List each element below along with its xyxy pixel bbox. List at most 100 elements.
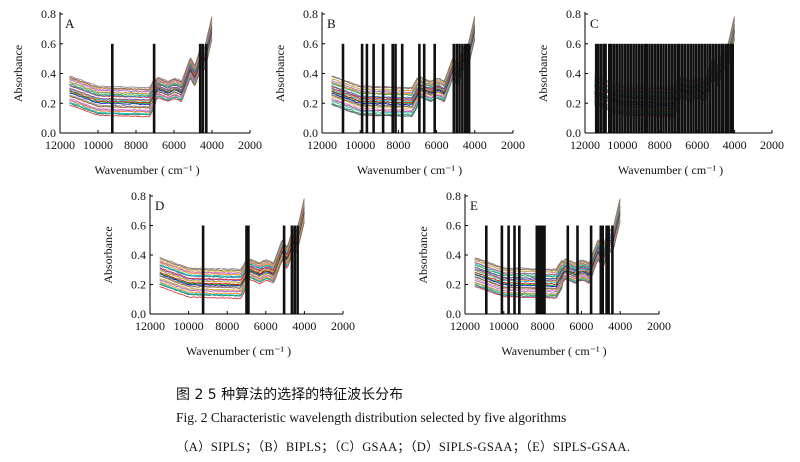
y-axis-title: Absorbance <box>416 226 430 283</box>
selected-wavelength-bar <box>709 43 712 133</box>
selected-wavelength-bar <box>629 43 633 133</box>
spectrum-line <box>69 31 213 108</box>
x-tick-label: 8000 <box>215 319 239 333</box>
selected-wavelength-bar <box>706 43 709 133</box>
spectrum-line <box>69 39 213 118</box>
selected-wavelength-bar <box>609 43 613 133</box>
y-tick-label: 0.6 <box>41 37 56 51</box>
selected-wavelength-bar <box>659 43 662 133</box>
x-tick-label: 2000 <box>760 138 784 152</box>
selected-wavelength-bar <box>680 43 684 133</box>
selected-wavelength-bar <box>465 43 469 133</box>
chart-panel-d: 0.0 0.2 0.4 0.6 0.8 12000 10000 8000 6000 4000 200… <box>101 189 355 358</box>
selected-wavelength-bar <box>433 43 436 133</box>
selected-wavelength-bar <box>391 43 394 133</box>
selected-wavelength-bar <box>198 43 202 133</box>
y-tick-label: 0.6 <box>446 219 461 233</box>
x-axis-title: Wavenumber ( cm⁻¹ ) <box>186 344 291 358</box>
x-tick-label: 6000 <box>569 319 593 333</box>
x-tick-label: 8000 <box>648 138 672 152</box>
y-tick-label: 0.2 <box>566 96 581 110</box>
selected-wavelength-bar <box>418 43 421 133</box>
x-axis-title: Wavenumber ( cm⁻¹ ) <box>94 163 199 177</box>
spectrum-line <box>69 26 213 101</box>
x-tick-label: 4000 <box>200 138 224 152</box>
selected-wavelength-bar <box>615 43 619 133</box>
selected-wavelength-bar <box>205 43 208 133</box>
panel-label: D <box>155 198 164 213</box>
selected-wavelength-bar <box>726 43 730 133</box>
spectrum-line <box>159 206 305 281</box>
selected-wavelength-bar <box>673 43 677 133</box>
spectrum-line <box>474 203 621 276</box>
selected-wavelength-bar <box>605 225 608 314</box>
y-axis-title: Absorbance <box>11 45 25 102</box>
selected-wavelength-bar <box>576 225 579 314</box>
selected-wavelength-bar <box>602 43 605 133</box>
selected-wavelength-bar <box>643 43 647 133</box>
selected-wavelength-bar <box>599 43 603 133</box>
y-tick-label: 0.4 <box>41 67 56 81</box>
selected-wavelength-bar <box>463 43 467 133</box>
y-tick-label: 0.8 <box>41 7 56 21</box>
x-tick-label: 2000 <box>501 138 525 152</box>
selected-wavelength-bar <box>621 43 624 133</box>
figure: 0.0 0.2 0.4 0.6 0.8 12000 10000 8000 6000 4000 200… <box>11 7 784 358</box>
y-axis-title: Absorbance <box>273 45 287 102</box>
selected-wavelength-bar <box>458 43 461 133</box>
x-tick-label: 10000 <box>489 319 519 333</box>
x-tick-label: 12000 <box>570 138 600 152</box>
spectrum-line <box>159 198 305 271</box>
y-tick-label: 0.2 <box>446 278 461 292</box>
chart-panel-e: 0.0 0.2 0.4 0.6 0.8 12000 10000 8000 6000 4000 200… <box>416 189 671 358</box>
figure-caption-english: Fig. 2 Characteristic wavelength distrib… <box>176 410 567 425</box>
selected-wavelength-bar <box>662 43 665 133</box>
selected-wavelength-bar <box>689 43 692 133</box>
chart-panel-b: 0.0 0.2 0.4 0.6 0.8 12000 10000 8000 6000 4000 200… <box>273 7 525 177</box>
y-tick-label: 0.8 <box>131 189 146 203</box>
selected-wavelength-bar <box>152 43 156 133</box>
selected-wavelength-bar <box>539 225 542 314</box>
selected-wavelength-bar <box>247 225 250 314</box>
selected-wavelength-bar <box>290 225 294 314</box>
y-axis-title: Absorbance <box>101 226 115 283</box>
panel-label: A <box>65 16 75 31</box>
x-tick-label: 10000 <box>607 138 637 152</box>
chart-panel-c: 0.0 0.2 0.4 0.6 0.8 12000 10000 8000 6000 4000 200… <box>536 7 784 177</box>
selected-wavelength-bar <box>452 43 456 133</box>
x-tick-label: 6000 <box>254 319 278 333</box>
figure-caption-chinese: 图 2 5 种算法的选择的特征波长分布 <box>176 387 404 403</box>
selected-wavelength-bar <box>703 43 706 133</box>
y-tick-label: 0.4 <box>566 67 581 81</box>
selected-wavelength-bar <box>635 43 638 133</box>
x-axis-title: Wavenumber ( cm⁻¹ ) <box>501 344 606 358</box>
x-tick-label: 10000 <box>174 319 204 333</box>
selected-wavelength-bar <box>731 43 734 133</box>
spectrum-line <box>159 201 305 275</box>
x-tick-label: 6000 <box>685 138 709 152</box>
selected-wavelength-bar <box>722 43 725 133</box>
x-tick-label: 8000 <box>386 138 410 152</box>
selected-wavelength-bar <box>676 43 679 133</box>
y-tick-label: 0.2 <box>131 278 146 292</box>
x-tick-label: 2000 <box>238 138 262 152</box>
selected-wavelength-bar <box>648 43 651 133</box>
selected-wavelength-bar <box>720 43 723 133</box>
selected-wavelength-bar <box>500 225 504 314</box>
selected-wavelength-bar <box>365 43 369 133</box>
selected-wavelength-bar <box>293 225 296 314</box>
spectrum-line <box>69 17 213 90</box>
selected-wavelength-bar <box>670 43 674 133</box>
selected-wavelength-bar <box>535 225 539 314</box>
selected-wavelength-bar <box>513 225 516 314</box>
y-tick-label: 0.8 <box>566 7 581 21</box>
selected-wavelength-bar <box>507 225 510 314</box>
x-tick-label: 2000 <box>331 319 355 333</box>
selected-wavelength-bar <box>678 43 681 133</box>
figure-caption-panels: （A）SIPLS；（B）BIPLS；（C）GSAA；（D）SIPLS-GSAA；… <box>176 440 631 454</box>
selected-wavelength-bar <box>518 225 521 314</box>
selected-wavelength-bar <box>612 43 616 133</box>
selected-wavelength-bar <box>640 43 644 133</box>
selected-wavelength-bar <box>541 225 544 314</box>
selected-wavelength-bar <box>201 225 205 314</box>
